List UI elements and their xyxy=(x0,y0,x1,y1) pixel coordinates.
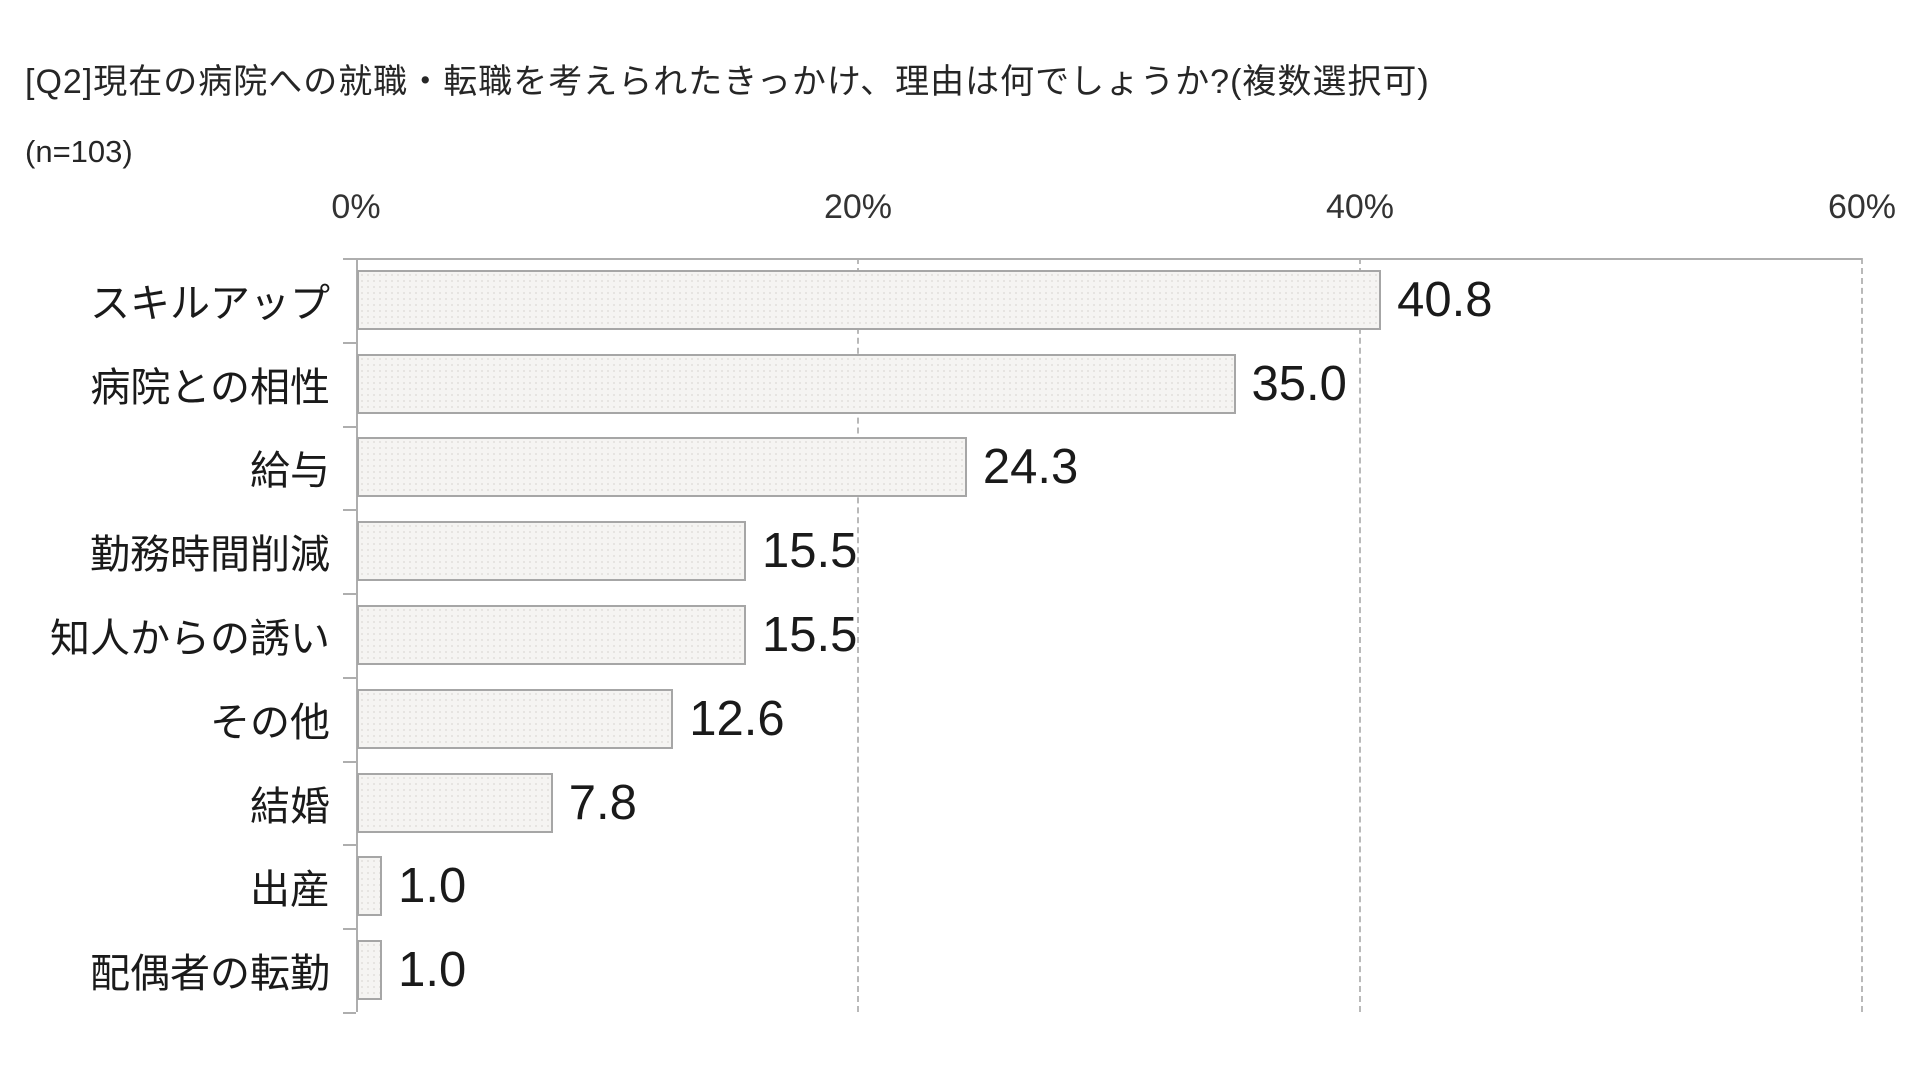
bar xyxy=(357,353,1236,414)
gridline-40% xyxy=(1359,258,1361,1012)
category-label: 知人からの誘い xyxy=(50,617,330,661)
gridline-20% xyxy=(857,258,859,1012)
bar xyxy=(357,940,383,1001)
category-label: その他 xyxy=(210,700,330,745)
bar xyxy=(357,437,967,498)
category-axis-tick xyxy=(343,593,356,596)
category-axis-tick xyxy=(343,341,356,344)
value-label: 24.3 xyxy=(982,440,1079,495)
value-label: 1.0 xyxy=(398,943,467,998)
value-label: 15.5 xyxy=(762,524,858,579)
bar xyxy=(357,521,747,582)
chart-title: [Q2]現在の病院への就職・転職を考えられたきっかけ、理由は何でしょうか?(複数… xyxy=(25,63,1430,101)
bar xyxy=(357,688,674,749)
x-axis-tick-label: 40% xyxy=(1325,188,1395,226)
category-axis-tick xyxy=(343,258,356,260)
sample-size-label: (n=103) xyxy=(25,134,133,169)
category-axis-tick xyxy=(343,425,356,428)
x-axis-tick-label: 60% xyxy=(1827,188,1897,226)
value-label: 1.0 xyxy=(398,859,467,914)
category-label: 配偶者の転勤 xyxy=(90,952,330,997)
value-axis-line xyxy=(356,258,1862,260)
category-label: 給与 xyxy=(250,449,330,494)
value-label: 15.5 xyxy=(762,608,858,662)
value-label: 35.0 xyxy=(1251,356,1347,411)
gridline-60% xyxy=(1861,258,1863,1012)
category-label: 出産 xyxy=(250,868,330,913)
category-axis-tick xyxy=(343,509,356,512)
bar xyxy=(357,772,553,833)
x-axis-tick-label: 0% xyxy=(331,188,381,226)
category-axis-tick xyxy=(343,760,356,763)
category-axis-tick xyxy=(343,676,356,679)
category-label: 病院との相性 xyxy=(90,365,330,410)
value-label: 12.6 xyxy=(689,691,785,746)
category-label: 勤務時間削減 xyxy=(90,533,330,578)
category-axis-tick xyxy=(343,928,356,931)
category-axis-tick xyxy=(343,1012,356,1014)
category-axis-tick xyxy=(343,844,356,847)
category-label: スキルアップ xyxy=(90,281,330,326)
bar xyxy=(357,605,747,665)
value-label: 40.8 xyxy=(1397,272,1493,327)
category-label: 結婚 xyxy=(250,784,330,829)
bar xyxy=(357,856,383,917)
bar xyxy=(357,269,1382,330)
value-label: 7.8 xyxy=(568,775,637,830)
x-axis-tick-label: 20% xyxy=(823,188,893,226)
